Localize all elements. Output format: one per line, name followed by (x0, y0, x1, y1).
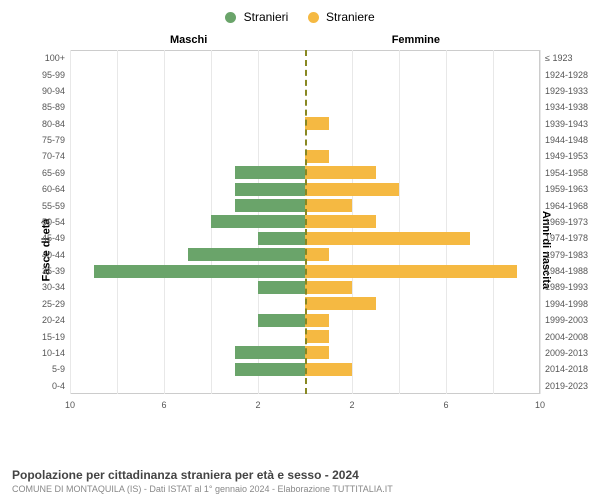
gridline (540, 50, 541, 394)
bar-female (305, 166, 376, 179)
legend: Stranieri Straniere (10, 10, 590, 24)
age-label: 65-69 (20, 168, 65, 178)
x-tick: 6 (443, 400, 448, 410)
bar-male (258, 281, 305, 294)
bar-female (305, 346, 329, 359)
legend-label-male: Stranieri (244, 10, 289, 24)
age-label: 5-9 (20, 364, 65, 374)
age-label: 35-39 (20, 266, 65, 276)
bar-male (258, 314, 305, 327)
bar-female (305, 363, 352, 376)
bar-male (235, 363, 306, 376)
plot-area: Maschi Femmine 100+≤ 192395-991924-19289… (70, 32, 540, 412)
center-divider (305, 50, 307, 394)
bar-male (211, 215, 305, 228)
age-label: 70-74 (20, 151, 65, 161)
birth-year-label: 1999-2003 (545, 315, 595, 325)
age-label: 30-34 (20, 282, 65, 292)
bar-male (258, 232, 305, 245)
birth-year-label: 1944-1948 (545, 135, 595, 145)
legend-swatch-female (308, 12, 319, 23)
age-label: 45-49 (20, 233, 65, 243)
age-label: 90-94 (20, 86, 65, 96)
birth-year-label: 1939-1943 (545, 119, 595, 129)
birth-year-label: 1964-1968 (545, 201, 595, 211)
age-label: 20-24 (20, 315, 65, 325)
age-label: 25-29 (20, 299, 65, 309)
age-label: 15-19 (20, 332, 65, 342)
x-tick: 10 (65, 400, 75, 410)
x-tick: 10 (535, 400, 545, 410)
bar-female (305, 117, 329, 130)
age-label: 40-44 (20, 250, 65, 260)
birth-year-label: 1959-1963 (545, 184, 595, 194)
birth-year-label: 1924-1928 (545, 70, 595, 80)
bar-male (94, 265, 306, 278)
section-label-female: Femmine (392, 34, 440, 46)
bar-female (305, 150, 329, 163)
legend-item-male: Stranieri (225, 10, 288, 24)
bar-female (305, 183, 399, 196)
bar-female (305, 281, 352, 294)
birth-year-label: 1984-1988 (545, 266, 595, 276)
birth-year-label: 2004-2008 (545, 332, 595, 342)
age-label: 0-4 (20, 381, 65, 391)
birth-year-label: 2009-2013 (545, 348, 595, 358)
legend-label-female: Straniere (326, 10, 375, 24)
bar-female (305, 330, 329, 343)
legend-item-female: Straniere (308, 10, 375, 24)
birth-year-label: ≤ 1923 (545, 53, 595, 63)
age-label: 10-14 (20, 348, 65, 358)
bar-male (235, 166, 306, 179)
age-label: 95-99 (20, 70, 65, 80)
x-tick: 2 (255, 400, 260, 410)
age-label: 80-84 (20, 119, 65, 129)
birth-year-label: 2014-2018 (545, 364, 595, 374)
footer-title: Popolazione per cittadinanza straniera p… (12, 468, 588, 482)
section-label-male: Maschi (170, 34, 207, 46)
bar-female (305, 248, 329, 261)
birth-year-label: 1949-1953 (545, 151, 595, 161)
bar-male (235, 199, 306, 212)
age-label: 75-79 (20, 135, 65, 145)
bar-female (305, 232, 470, 245)
birth-year-label: 1934-1938 (545, 102, 595, 112)
footer-subtitle: COMUNE DI MONTAQUILA (IS) - Dati ISTAT a… (12, 484, 588, 494)
bar-female (305, 215, 376, 228)
footer: Popolazione per cittadinanza straniera p… (12, 468, 588, 494)
bar-male (235, 183, 306, 196)
bar-female (305, 314, 329, 327)
birth-year-label: 1929-1933 (545, 86, 595, 96)
age-label: 55-59 (20, 201, 65, 211)
age-label: 50-54 (20, 217, 65, 227)
age-label: 100+ (20, 53, 65, 63)
birth-year-label: 1954-1958 (545, 168, 595, 178)
birth-year-label: 1979-1983 (545, 250, 595, 260)
legend-swatch-male (225, 12, 236, 23)
birth-year-label: 1989-1993 (545, 282, 595, 292)
x-tick: 6 (161, 400, 166, 410)
chart-container: Stranieri Straniere Fasce di età Anni di… (0, 0, 600, 500)
bar-female (305, 199, 352, 212)
bar-female (305, 265, 517, 278)
bar-female (305, 297, 376, 310)
birth-year-label: 2019-2023 (545, 381, 595, 391)
bar-male (235, 346, 306, 359)
bar-male (188, 248, 306, 261)
x-tick: 2 (349, 400, 354, 410)
birth-year-label: 1974-1978 (545, 233, 595, 243)
birth-year-label: 1969-1973 (545, 217, 595, 227)
age-label: 60-64 (20, 184, 65, 194)
birth-year-label: 1994-1998 (545, 299, 595, 309)
age-label: 85-89 (20, 102, 65, 112)
